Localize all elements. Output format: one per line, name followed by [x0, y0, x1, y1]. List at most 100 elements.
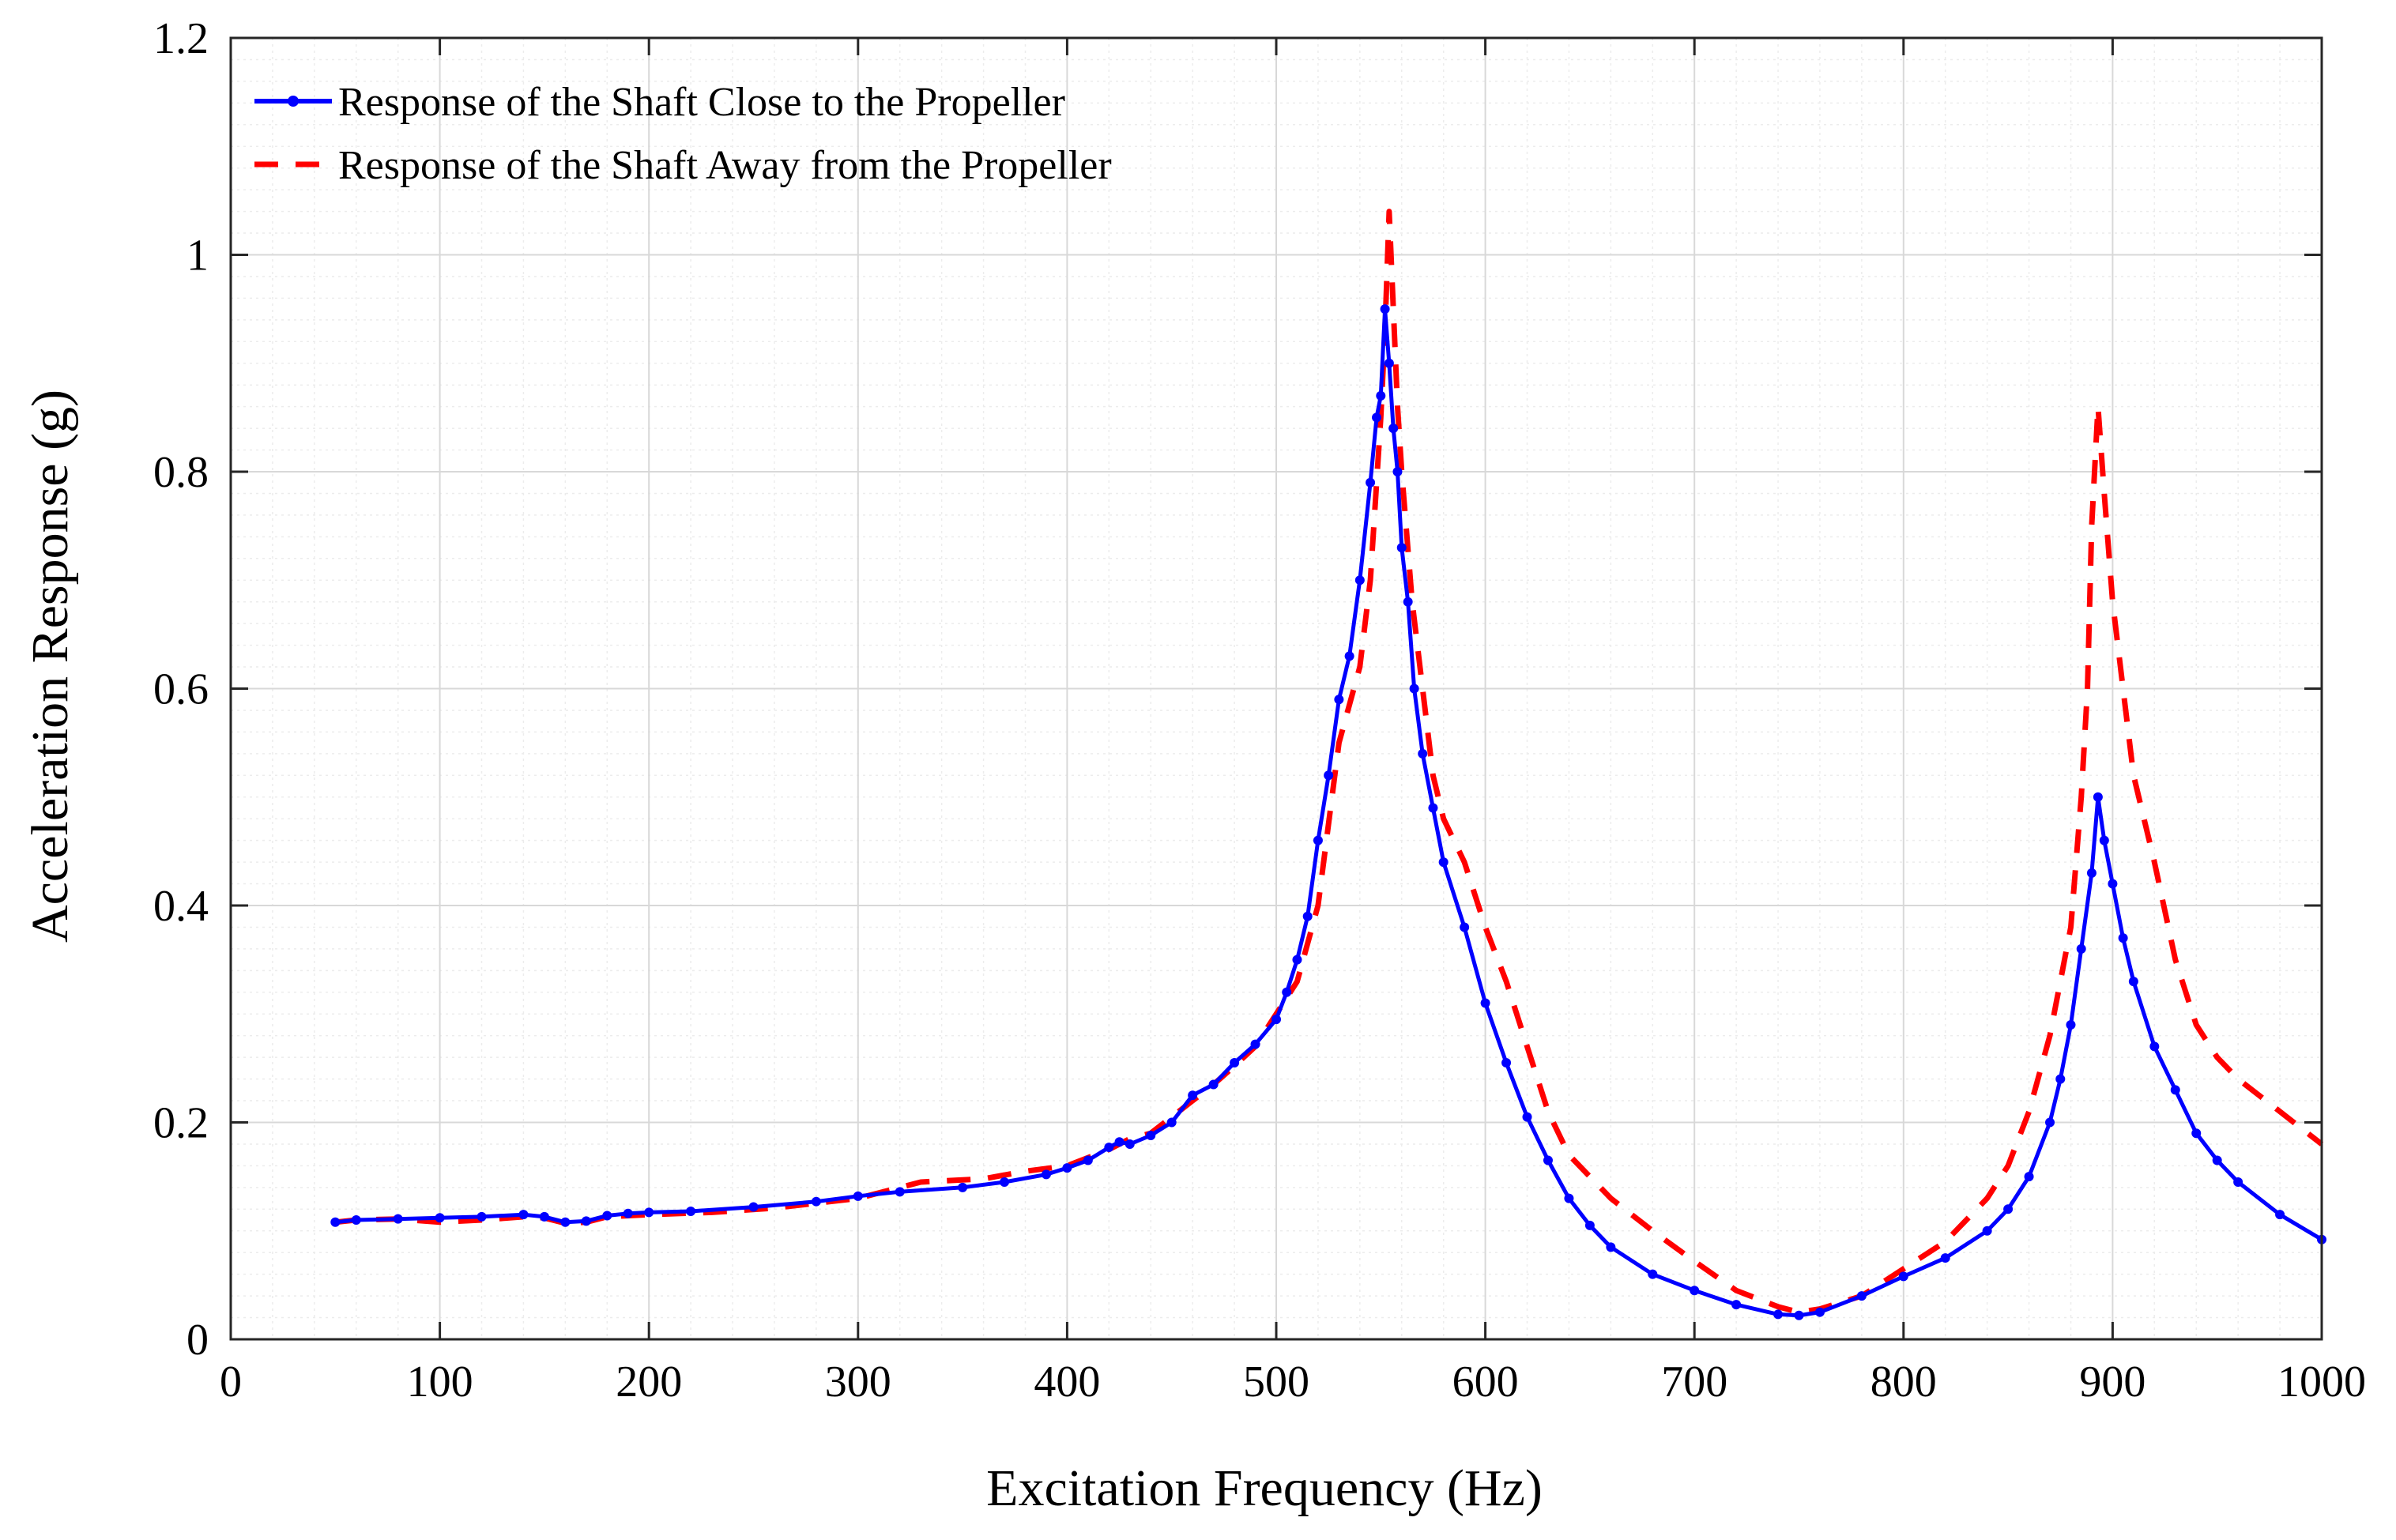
y-tick-labels: 0 0.2 0.4 0.6 0.8 1 1.2 [153, 14, 209, 1365]
data-point [581, 1216, 591, 1226]
legend: Response of the Shaft Close to the Prope… [254, 80, 1112, 188]
data-point [2118, 933, 2128, 943]
data-point [1584, 1220, 1595, 1230]
data-point [1041, 1169, 1051, 1180]
legend-marker-close [288, 96, 299, 107]
data-point [1354, 575, 1365, 586]
data-point [1313, 835, 1323, 845]
x-tick-label: 0 [220, 1357, 242, 1406]
y-tick-label: 0.4 [153, 882, 209, 931]
data-point [2212, 1155, 2222, 1165]
data-point [1480, 998, 1490, 1008]
data-point [1438, 857, 1449, 868]
x-tick-label: 800 [1870, 1357, 1937, 1406]
x-tick-label: 500 [1243, 1357, 1309, 1406]
data-point [1731, 1300, 1742, 1310]
data-point [1114, 1137, 1125, 1147]
y-tick-label: 0.2 [153, 1099, 209, 1148]
data-point [1166, 1117, 1177, 1128]
data-point [330, 1217, 341, 1227]
data-point [1856, 1291, 1867, 1301]
y-tick-label: 1.2 [153, 14, 209, 63]
x-tick-label: 100 [407, 1357, 473, 1406]
legend-label-close: Response of the Shaft Close to the Prope… [338, 80, 1065, 125]
data-point [1543, 1155, 1553, 1165]
data-point [1384, 358, 1394, 368]
data-point [1380, 304, 1390, 314]
data-point [1302, 911, 1313, 921]
data-point [1418, 748, 1428, 759]
data-point [2024, 1172, 2034, 1182]
data-point [2086, 868, 2096, 878]
data-point [2045, 1117, 2055, 1128]
x-tick-label: 400 [1034, 1357, 1100, 1406]
data-point [1396, 543, 1407, 553]
x-tick-label: 300 [825, 1357, 891, 1406]
data-point [1250, 1039, 1260, 1049]
data-point [1372, 412, 1382, 423]
series-away-from-propeller [334, 209, 2324, 1316]
data-point [1501, 1058, 1512, 1068]
data-point [1062, 1163, 1072, 1173]
data-point [1292, 954, 1302, 965]
x-tick-label: 600 [1452, 1357, 1519, 1406]
x-axis-label: Excitation Frequency (Hz) [986, 1459, 1543, 1517]
data-point [811, 1196, 821, 1207]
data-point [2055, 1074, 2066, 1084]
data-point [2149, 1041, 2160, 1052]
data-point [1690, 1286, 1700, 1296]
data-point [1388, 424, 1399, 434]
data-point [393, 1214, 403, 1224]
data-point [2275, 1210, 2285, 1220]
tick-marks [229, 36, 2323, 1341]
data-point [1460, 922, 1470, 932]
data-point [1898, 1271, 1908, 1282]
data-point [602, 1211, 612, 1221]
x-tick-label: 900 [2079, 1357, 2145, 1406]
data-point [2099, 835, 2109, 845]
data-point [1104, 1143, 1114, 1153]
y-tick-label: 0.8 [153, 448, 209, 497]
data-point [1392, 467, 1403, 476]
data-point [1409, 683, 1419, 694]
data-point [2233, 1177, 2243, 1187]
x-tick-label: 700 [1661, 1357, 1727, 1406]
data-point [1376, 390, 1386, 401]
data-point [1814, 1307, 1825, 1317]
data-point [1982, 1226, 1992, 1236]
y-tick-label: 0 [186, 1316, 209, 1365]
y-tick-label: 0.6 [153, 665, 209, 714]
data-point [1428, 803, 1438, 813]
data-point [895, 1187, 905, 1197]
x-tick-label: 200 [616, 1357, 682, 1406]
data-point [1282, 987, 1292, 997]
data-point [2003, 1204, 2014, 1214]
data-point [2093, 792, 2103, 802]
data-point [1271, 1015, 1281, 1025]
data-point [1146, 1130, 1156, 1140]
x-tick-label: 1000 [2277, 1357, 2366, 1406]
data-point [477, 1211, 487, 1222]
data-point [958, 1182, 968, 1192]
data-point [1940, 1253, 1950, 1263]
data-point [1564, 1193, 1574, 1203]
data-point [623, 1208, 633, 1218]
data-point [2128, 977, 2138, 987]
data-point [1773, 1309, 1784, 1320]
data-point [1230, 1058, 1240, 1068]
y-tick-label: 1 [186, 232, 209, 281]
data-point [435, 1213, 445, 1223]
data-point [2066, 1019, 2076, 1030]
data-point [1606, 1242, 1616, 1252]
data-point [560, 1217, 571, 1227]
data-point [2108, 879, 2118, 889]
data-point [1125, 1139, 1135, 1149]
data-point [1522, 1112, 1532, 1122]
data-point [1403, 597, 1413, 607]
data-point [748, 1202, 759, 1212]
data-point [1334, 695, 1344, 705]
data-point [1324, 770, 1334, 781]
data-point [518, 1210, 529, 1220]
